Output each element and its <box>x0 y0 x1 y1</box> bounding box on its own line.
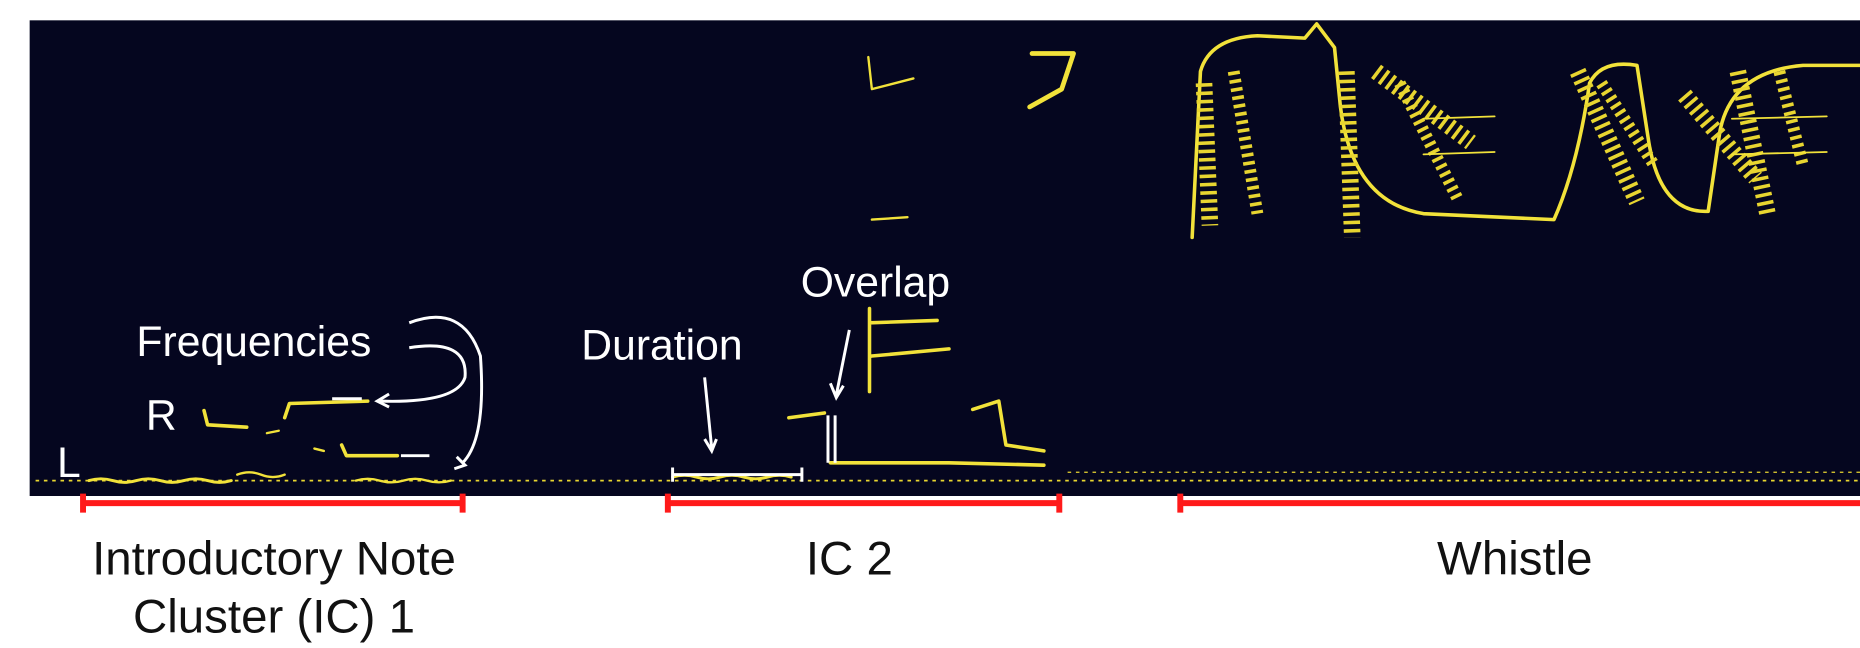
ic1-bracket <box>83 494 463 513</box>
l-label: L <box>57 439 81 487</box>
ic2-bracket <box>668 494 1059 513</box>
segment-label: Whistle <box>1437 532 1593 585</box>
segment-label: Introductory Note <box>92 532 456 585</box>
duration-label: Duration <box>581 322 742 370</box>
segment-label: Cluster (IC) 1 <box>133 590 415 643</box>
frequencies-label: Frequencies <box>136 318 371 366</box>
overlap-label: Overlap <box>801 259 950 307</box>
r-label: R <box>146 392 177 440</box>
figure: Frequencies R L Duration Overlap Introdu… <box>0 0 1860 648</box>
page: { "annotations": { "frequencies": "Frequ… <box>0 0 1860 648</box>
whistle-bracket <box>1180 494 1860 513</box>
segment-label: IC 2 <box>806 532 893 585</box>
